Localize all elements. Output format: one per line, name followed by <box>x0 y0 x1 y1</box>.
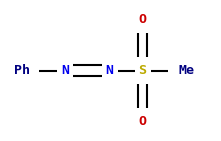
Text: S: S <box>139 64 147 77</box>
Text: Ph: Ph <box>14 64 30 77</box>
Text: N: N <box>105 64 113 77</box>
Text: O: O <box>139 115 147 128</box>
Text: O: O <box>139 13 147 26</box>
Text: Me: Me <box>179 64 195 77</box>
Text: N: N <box>61 64 69 77</box>
